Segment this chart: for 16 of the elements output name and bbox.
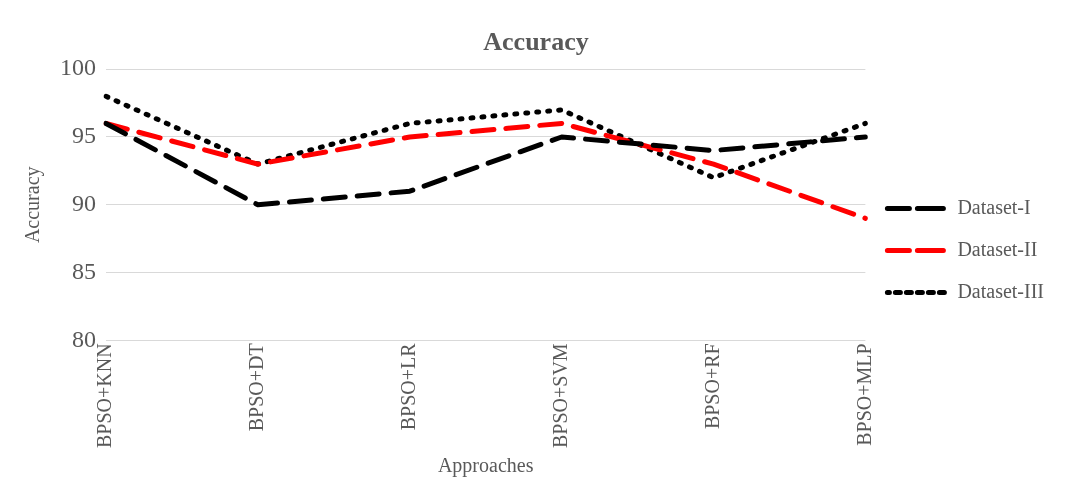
- x-axis-title: Approaches: [437, 454, 534, 478]
- y-tick-label: 85: [72, 257, 96, 284]
- x-tick-label: BPSO+LR: [397, 342, 420, 431]
- chart-title: Accuracy: [483, 27, 589, 57]
- x-tick-label: BPSO+SVM: [548, 343, 571, 449]
- y-tick-label: 95: [72, 122, 96, 149]
- legend-label: Dataset-I: [957, 195, 1031, 218]
- y-tick-label: 90: [72, 190, 96, 217]
- legend-label: Dataset-III: [957, 279, 1045, 302]
- y-tick-label: 80: [72, 325, 96, 352]
- y-axis-title: Accuracy: [21, 166, 45, 244]
- x-tick-label: BPSO+DT: [245, 343, 268, 432]
- legend-label: Dataset-II: [957, 237, 1038, 260]
- x-tick-label: BPSO+MLP: [852, 343, 875, 446]
- x-tick-label: BPSO+RF: [700, 343, 723, 430]
- y-tick-label: 100: [60, 54, 96, 81]
